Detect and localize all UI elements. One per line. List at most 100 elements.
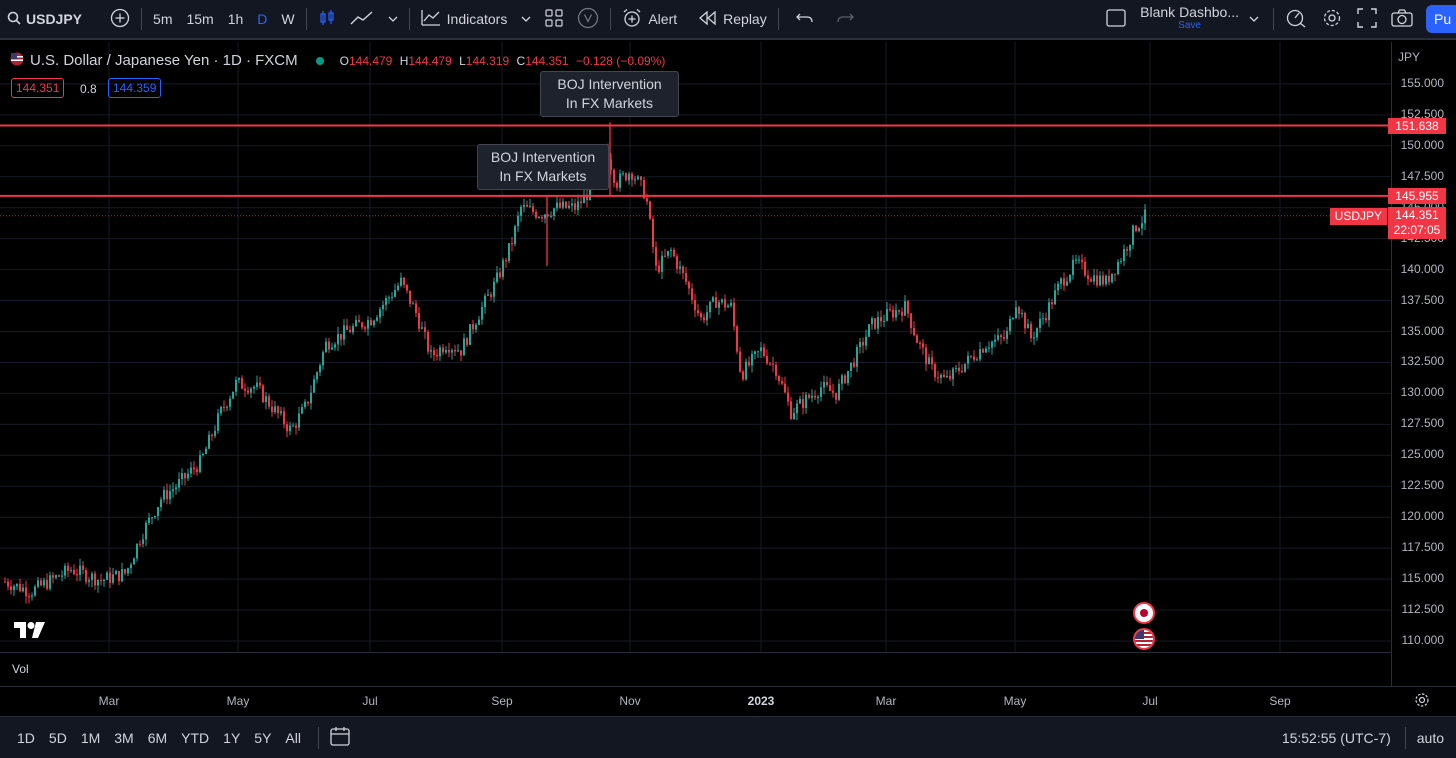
candle-body (361, 322, 363, 328)
candle-body (859, 341, 861, 348)
range-1m[interactable]: 1M (80, 729, 101, 746)
time-axis[interactable] (0, 686, 1456, 716)
candle-body (94, 573, 96, 586)
event-marker-japan[interactable] (1133, 602, 1155, 624)
time-tick-label: 2023 (747, 694, 775, 708)
layout-select-button[interactable]: Blank Dashbo... Save (1099, 0, 1269, 39)
redo-icon (836, 11, 854, 28)
candle-body (205, 448, 207, 454)
fullscreen-button[interactable] (1350, 0, 1384, 39)
range-5d[interactable]: 5D (48, 729, 67, 746)
candle-body (253, 386, 255, 389)
candle-body (184, 473, 186, 479)
chart-settings-button[interactable] (1414, 692, 1430, 713)
candle-body (523, 204, 525, 207)
timezone-clock[interactable]: 15:52:55 (UTC-7) (1281, 729, 1391, 746)
indicators-button[interactable]: Indicators (414, 0, 515, 39)
volume-pane[interactable]: Vol (0, 652, 1391, 686)
candle-body (292, 425, 294, 427)
candle-body (1021, 312, 1023, 314)
buy-price-box[interactable]: 144.359 (108, 78, 162, 98)
price-chart[interactable] (0, 42, 1456, 716)
range-1d[interactable]: 1D (17, 729, 35, 746)
candle-body (1042, 318, 1044, 320)
redo-button[interactable] (829, 0, 861, 39)
symbol-search[interactable]: USDJPY (0, 0, 89, 39)
candle-body (811, 395, 813, 398)
candle-body (637, 176, 639, 180)
quick-search-button[interactable] (1278, 0, 1314, 39)
candle-body (853, 362, 855, 367)
candle-body (373, 320, 375, 326)
templates-button[interactable] (538, 0, 570, 39)
pine-button[interactable] (570, 0, 606, 39)
candle-body (589, 183, 591, 201)
range-6m[interactable]: 6M (147, 729, 168, 746)
settings-button[interactable] (1314, 0, 1350, 39)
interval-w[interactable]: W (281, 11, 295, 27)
candle-body (19, 583, 21, 592)
candle-body (196, 469, 198, 473)
chart-type-candles-button[interactable] (311, 0, 343, 39)
candle-body (268, 396, 270, 407)
candle-body (469, 324, 471, 345)
candle-body (454, 350, 456, 352)
candle-body (1117, 261, 1119, 274)
compare-button[interactable] (103, 0, 137, 39)
range-all[interactable]: All (285, 729, 301, 746)
candle-body (325, 341, 327, 353)
interval-d[interactable]: D (257, 11, 268, 27)
price-tick-label: 130.000 (1400, 385, 1444, 400)
candle-body (241, 378, 243, 389)
goto-date-button[interactable] (323, 726, 357, 749)
sell-price-box[interactable]: 144.351 (11, 78, 65, 98)
chart-pane[interactable] (0, 42, 1456, 716)
interval-1h[interactable]: 1h (227, 11, 244, 27)
annotation-boj-intervention-1[interactable]: BOJ Intervention In FX Markets (477, 144, 609, 190)
range-1y[interactable]: 1Y (223, 729, 241, 746)
bottom-toolbar: 1D 5D 1M 3M 6M YTD 1Y 5Y All 15:52:55 (U… (0, 716, 1456, 758)
replay-button[interactable]: Replay (692, 0, 774, 39)
candle-body (577, 201, 579, 210)
price-axis[interactable]: JPY (1391, 42, 1456, 687)
candle-body (625, 173, 627, 181)
candle-body (943, 374, 945, 377)
annotation-boj-intervention-2[interactable]: BOJ Intervention In FX Markets (540, 71, 679, 117)
candle-body (694, 299, 696, 311)
candle-body (343, 325, 345, 340)
candle-body (118, 570, 120, 582)
candle-body (313, 379, 315, 393)
range-ytd[interactable]: YTD (181, 729, 210, 746)
chevron-down-icon (521, 11, 531, 27)
event-marker-us[interactable] (1133, 628, 1155, 650)
candle-body (964, 363, 966, 372)
chart-type-line-button[interactable] (343, 0, 381, 39)
interval-5m[interactable]: 5m (153, 11, 173, 27)
level-145-955-label: 145.955 (1388, 188, 1446, 204)
candle-body (1039, 318, 1041, 329)
snapshot-button[interactable] (1384, 0, 1420, 39)
market-status-dot[interactable] (315, 56, 324, 65)
undo-button[interactable] (789, 0, 821, 39)
tradingview-logo[interactable] (14, 621, 46, 644)
publish-button[interactable]: Pu (1426, 5, 1456, 33)
indicators-dropdown[interactable] (514, 0, 538, 39)
interval-15m[interactable]: 15m (186, 11, 214, 27)
candle-body (172, 489, 174, 492)
range-3m[interactable]: 3M (114, 729, 134, 746)
candle-body (502, 260, 504, 277)
symbol-title[interactable]: U.S. Dollar / Japanese Yen · 1D · FXCM (30, 52, 298, 69)
chart-type-dropdown[interactable] (381, 0, 405, 39)
alert-button[interactable]: Alert (615, 0, 684, 39)
candle-body (355, 319, 357, 327)
candle-body (364, 327, 366, 329)
candle-body (226, 406, 228, 408)
candle-body (76, 574, 78, 576)
candle-body (826, 381, 828, 386)
candle-body (271, 406, 273, 413)
range-5y[interactable]: 5Y (254, 729, 272, 746)
scale-auto-button[interactable]: auto (1416, 729, 1444, 746)
candle-body (622, 173, 624, 175)
candle-body (484, 295, 486, 308)
candle-body (496, 272, 498, 282)
